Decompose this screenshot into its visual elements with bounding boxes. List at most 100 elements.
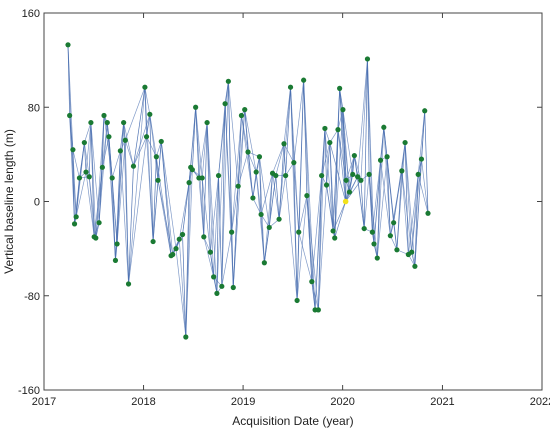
baseline-edge <box>123 122 129 284</box>
baseline-edge <box>252 156 260 199</box>
baseline-edge <box>69 115 77 217</box>
baseline-edge <box>329 142 336 239</box>
acquisition-point <box>225 78 231 84</box>
acquisition-point <box>350 171 356 178</box>
baseline-edge <box>345 155 355 181</box>
y-axis-title: Vertical baseline length (m) <box>2 129 16 274</box>
acquisition-point <box>374 255 380 261</box>
baseline-edge <box>329 142 346 202</box>
baseline-edge <box>203 122 208 237</box>
acquisition-point <box>201 234 207 240</box>
acquisition-point <box>322 125 328 132</box>
acquisition-point <box>214 290 220 296</box>
acquisition-point <box>425 210 431 216</box>
acquisition-point <box>391 220 397 226</box>
baseline-edge <box>182 234 187 337</box>
baseline-edge <box>228 81 239 187</box>
baseline-edge <box>373 127 385 244</box>
baseline-edge <box>264 173 273 263</box>
baseline-edge <box>272 143 285 174</box>
acquisition-point <box>88 119 94 126</box>
baseline-edge <box>231 115 242 233</box>
acquisition-point <box>242 107 248 113</box>
acquisition-point <box>96 220 102 226</box>
acquisition-point <box>377 157 384 163</box>
acquisition-point <box>117 148 123 154</box>
baseline-edge <box>298 195 308 233</box>
baseline-edge <box>290 87 300 233</box>
baseline-edge <box>75 171 87 217</box>
baseline-edge <box>296 195 308 301</box>
baseline-edge <box>363 58 368 229</box>
baseline-edge <box>232 115 242 288</box>
baseline-edge <box>224 103 234 288</box>
baseline-edge <box>74 142 85 224</box>
acquisition-point <box>173 246 179 252</box>
baseline-edge <box>152 141 162 242</box>
acquisition-point <box>147 111 153 117</box>
acquisition-point <box>76 175 83 181</box>
baseline-edge <box>414 110 426 267</box>
x-tick-label: 2020 <box>330 396 354 408</box>
y-axis-ticks: -160 -80 0 80 160 <box>18 8 542 397</box>
acquisition-point <box>332 235 338 241</box>
baseline-edge <box>332 201 346 232</box>
acquisition-point <box>261 260 267 266</box>
baseline-edge <box>345 180 347 202</box>
baseline-edge <box>376 156 388 259</box>
baseline-edge <box>342 109 346 202</box>
baseline-edge <box>203 236 214 277</box>
baseline-edge <box>324 128 327 186</box>
acquisition-point <box>371 241 377 247</box>
acquisition-point <box>114 241 120 247</box>
baseline-edge <box>278 175 286 220</box>
baseline-edge <box>345 180 362 202</box>
baseline-edge <box>354 155 365 229</box>
baseline-edge <box>360 180 365 229</box>
acquisition-point <box>256 154 263 160</box>
baseline-edge <box>311 175 322 282</box>
baseline-edge <box>311 281 319 310</box>
y-tick-label: 160 <box>22 8 40 20</box>
baseline-edge <box>285 175 298 301</box>
acquisition-point <box>70 147 76 153</box>
acquisition-point <box>409 249 415 255</box>
baseline-edge <box>84 142 87 173</box>
acquisition-point <box>358 177 364 183</box>
acquisition-point <box>211 274 217 280</box>
baseline-edge <box>244 109 257 173</box>
baseline-edge <box>232 109 246 288</box>
baseline-edge <box>424 110 429 214</box>
acquisition-point <box>109 175 115 181</box>
baseline-edge <box>241 115 254 199</box>
acquisition-point <box>266 224 272 231</box>
acquisition-point <box>219 283 225 289</box>
x-tick-label: 2019 <box>231 396 255 408</box>
baseline-edge <box>128 166 134 284</box>
acquisition-point <box>291 160 297 166</box>
acquisition-point <box>158 138 164 145</box>
baseline-edge <box>206 122 211 253</box>
acquisition-point <box>301 77 307 83</box>
acquisition-point <box>106 134 112 140</box>
baseline-edge <box>157 180 174 255</box>
acquisition-point <box>83 169 89 175</box>
baseline-edge <box>414 174 419 267</box>
baseline-edge <box>306 195 316 310</box>
baseline-edge <box>283 143 295 163</box>
baseline-edge <box>324 128 334 231</box>
acquisition-point <box>296 229 302 235</box>
baseline-edge <box>221 232 232 287</box>
baseline-edge <box>103 115 113 178</box>
baseline-edge <box>156 156 172 256</box>
baseline-edge <box>218 81 229 176</box>
x-tick-label: 2018 <box>131 396 155 408</box>
baseline-edge <box>337 129 346 202</box>
acquisition-point <box>238 112 245 119</box>
baseline-edge <box>421 159 429 214</box>
baseline-edge <box>318 184 327 310</box>
acquisition-point <box>229 229 235 235</box>
acquisition-point <box>183 334 189 340</box>
baseline-edge <box>260 173 273 215</box>
baseline-edge <box>85 122 92 173</box>
